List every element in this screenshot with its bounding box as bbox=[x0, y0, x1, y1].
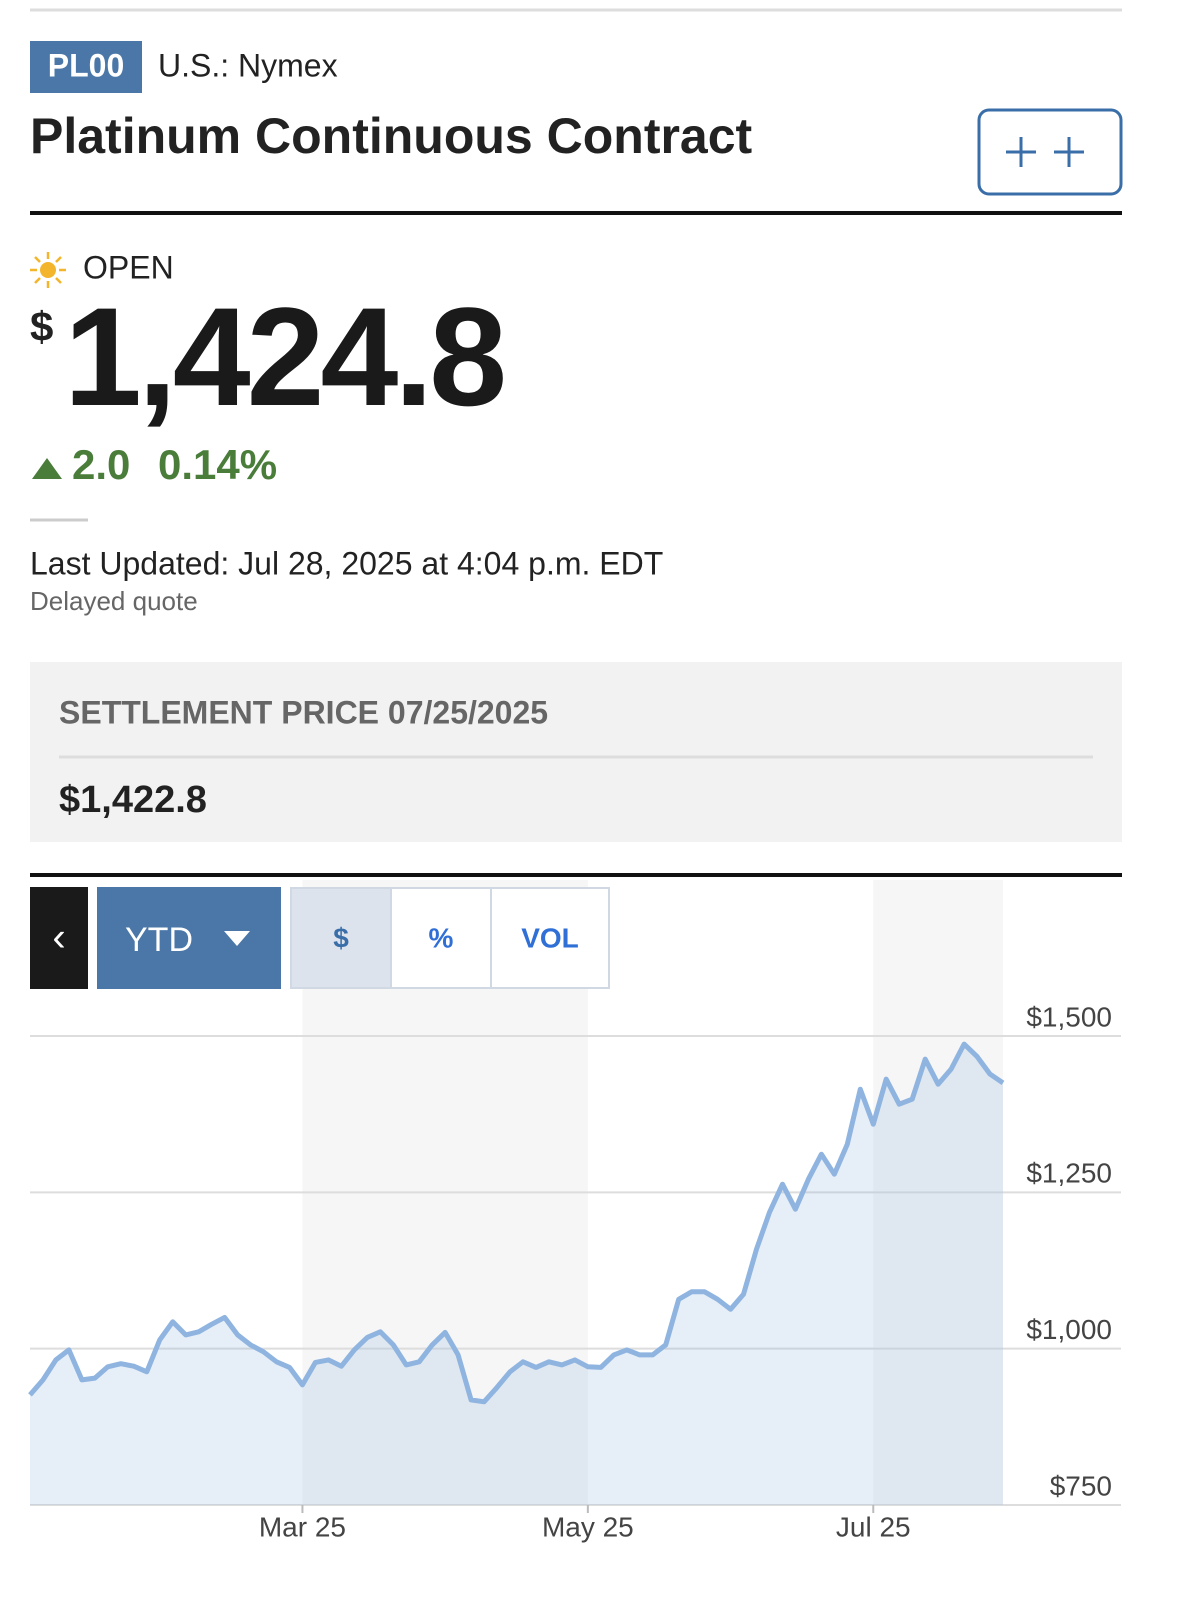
dropdown-arrow bbox=[224, 931, 250, 946]
price: 1,424.8 bbox=[64, 278, 503, 435]
change-percent: 0.14% bbox=[158, 441, 277, 488]
chart-rule bbox=[30, 873, 1122, 877]
last-updated: Last Updated: Jul 28, 2025 at 4:04 p.m. … bbox=[30, 545, 663, 581]
back-icon: ‹ bbox=[52, 916, 65, 960]
ticker-badge bbox=[30, 41, 142, 93]
y-tick-label: $1,000 bbox=[1026, 1314, 1112, 1345]
ticker: PL00 bbox=[48, 47, 124, 83]
market-status: OPEN bbox=[83, 249, 174, 285]
tab[interactable] bbox=[290, 887, 392, 989]
price-line bbox=[28, 1041, 1005, 1405]
y-tick-label: $750 bbox=[1050, 1470, 1112, 1501]
sun-core bbox=[40, 262, 56, 278]
change: 2.0 bbox=[72, 441, 130, 488]
settlement-box bbox=[30, 662, 1122, 842]
currency: $ bbox=[30, 303, 53, 350]
title: Platinum Continuous Contract bbox=[30, 108, 753, 164]
view-tabs: $% VOL bbox=[290, 887, 610, 989]
settlement-value: $1,422.8 bbox=[59, 779, 207, 821]
sun-icon bbox=[30, 252, 66, 288]
range-label: YTD bbox=[125, 921, 193, 959]
plus-icons bbox=[1006, 137, 1084, 167]
x-tick-label: Jul 25 bbox=[836, 1511, 911, 1542]
tab[interactable] bbox=[390, 887, 492, 989]
y-tick-label: $1,500 bbox=[1026, 1001, 1112, 1032]
sun-rays bbox=[30, 252, 66, 288]
tab-label: VOL bbox=[521, 922, 579, 953]
x-tick-label: Mar 25 bbox=[259, 1511, 346, 1542]
add-button[interactable] bbox=[977, 108, 1123, 196]
tab-label: $ bbox=[333, 922, 349, 953]
up-arrow bbox=[32, 458, 62, 479]
area-fill bbox=[30, 1044, 1003, 1505]
tab-label: % bbox=[429, 922, 454, 953]
back-button[interactable] bbox=[30, 887, 88, 989]
x-tick-label: May 25 bbox=[542, 1511, 634, 1542]
range-button[interactable] bbox=[97, 887, 281, 989]
header-rule bbox=[30, 211, 1122, 215]
tab[interactable] bbox=[490, 887, 610, 989]
delay-note: Delayed quote bbox=[30, 586, 198, 616]
button-frame[interactable] bbox=[977, 108, 1123, 196]
y-tick-label: $1,250 bbox=[1026, 1158, 1112, 1189]
settlement-label: SETTLEMENT PRICE 07/25/2025 bbox=[59, 694, 548, 730]
exchange: U.S.: Nymex bbox=[158, 47, 338, 83]
